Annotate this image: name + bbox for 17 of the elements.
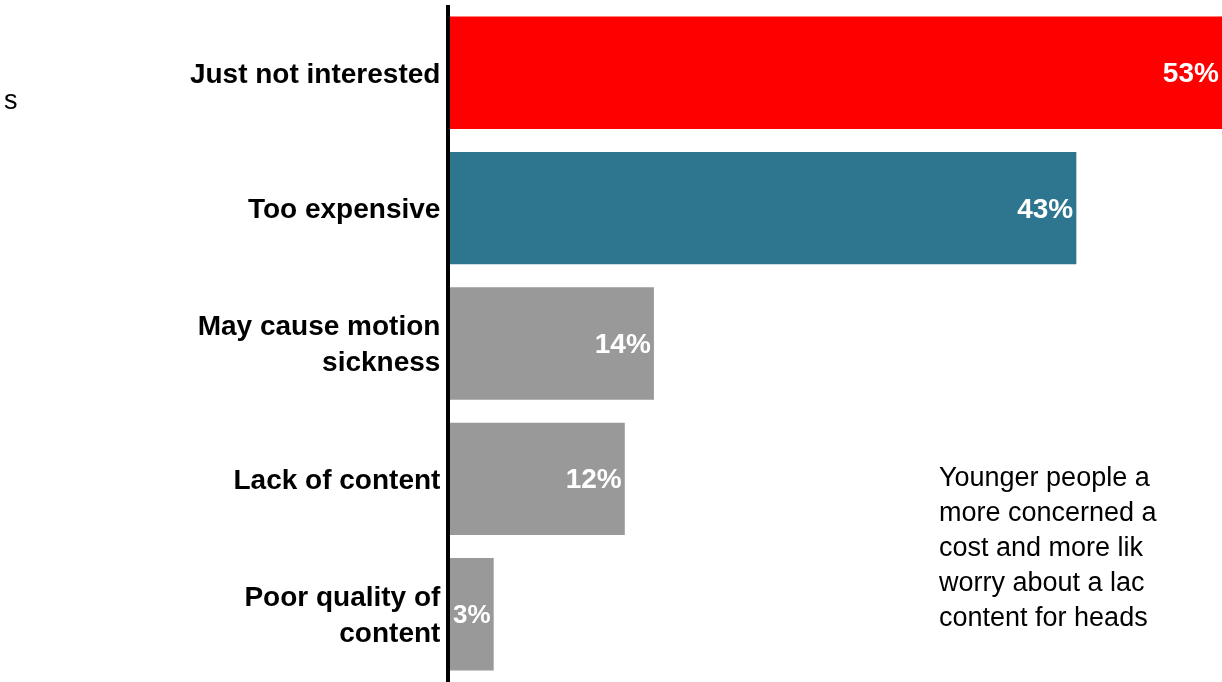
data-label: 53%	[1162, 57, 1219, 89]
data-label: 3%	[453, 599, 491, 630]
bar	[450, 287, 654, 400]
text: s	[4, 85, 18, 115]
data-label: 12%	[565, 463, 622, 495]
bar	[450, 151, 1077, 265]
y-tick-label: May cause motion sickness	[197, 310, 441, 378]
bar	[450, 16, 1222, 129]
y-tick-label: Poor quality of content	[244, 580, 442, 649]
data-label: 43%	[1017, 192, 1074, 224]
bar	[450, 558, 494, 671]
y-tick-label: Lack of content	[233, 463, 441, 495]
annotation: Younger people a more concerned a cost and more lik worry about a lac content for heads	[938, 462, 1158, 633]
bar	[450, 422, 625, 536]
data-label: 14%	[594, 328, 651, 359]
y-tick-label: Just not interested	[189, 57, 441, 89]
y-tick-label: Too expensive	[247, 192, 441, 224]
